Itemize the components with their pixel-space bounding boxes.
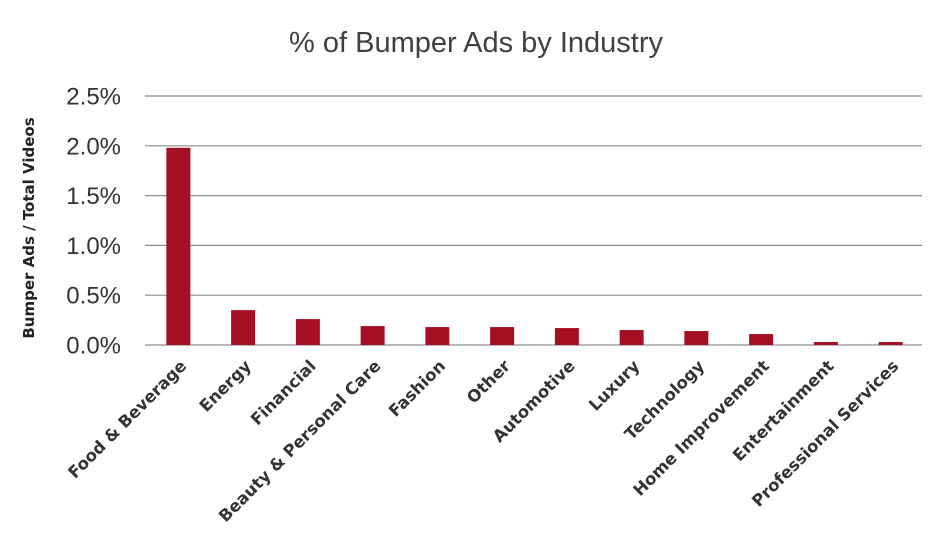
bar [166, 147, 191, 345]
x-tick-label: Luxury [585, 356, 644, 415]
x-tick-label: Fashion [385, 356, 449, 420]
x-tick-label: Food & Beverage [64, 356, 190, 482]
bar [619, 330, 644, 345]
bar [231, 310, 256, 345]
chart-title: % of Bumper Ads by Industry [289, 27, 663, 59]
y-axis-ticks: 0.0% 0.5% 1.0% 1.5% 2.0% 2.5% [66, 84, 121, 360]
bar [425, 327, 450, 345]
y-tick-label: 1.0% [66, 233, 121, 260]
x-tick-label: Other [463, 356, 515, 408]
y-axis-title: Bumper Ads / Total Videos [20, 117, 38, 338]
y-tick-label: 2.0% [66, 133, 121, 160]
bar [878, 342, 903, 345]
y-tick-label: 0.0% [66, 333, 121, 360]
y-tick-label: 0.5% [66, 283, 121, 310]
bar [684, 331, 709, 345]
y-tick-label: 2.5% [66, 84, 121, 111]
bar [295, 319, 320, 345]
y-tick-label: 1.5% [66, 183, 121, 210]
bar [749, 334, 774, 345]
bar [813, 342, 838, 345]
bar [490, 327, 515, 345]
bar [554, 328, 579, 345]
bar [360, 326, 385, 345]
gridlines [145, 95, 922, 346]
bars [166, 147, 903, 345]
x-tick-label: Energy [196, 356, 256, 416]
